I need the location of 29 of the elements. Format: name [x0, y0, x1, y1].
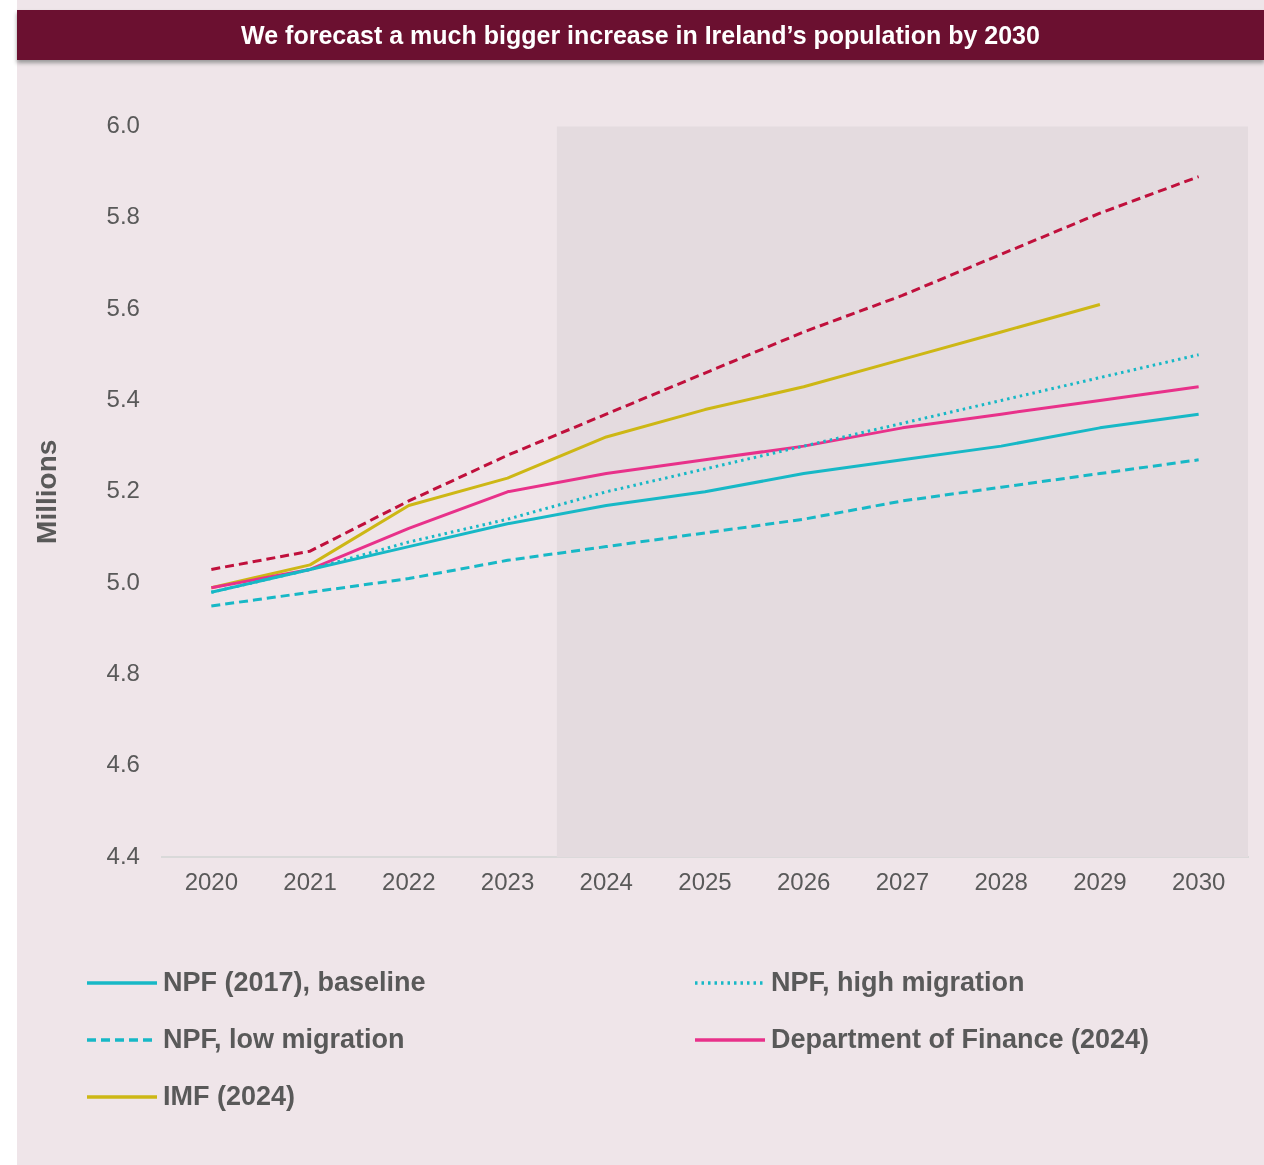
- line-series: [209, 458, 1201, 608]
- y-axis-title: Millions: [30, 439, 62, 544]
- y-tick-label: 5.0: [106, 567, 140, 595]
- y-tick-label: 5.8: [106, 202, 140, 230]
- x-tick-label: 2030: [1171, 868, 1226, 896]
- x-tick-label: 2026: [777, 868, 831, 896]
- legend-label: Department of Finance (2024): [771, 1024, 1150, 1055]
- y-tick-label: 4.8: [106, 659, 140, 687]
- x-tick-label: 2021: [283, 868, 337, 896]
- x-tick-label: 2029: [1073, 868, 1127, 896]
- x-tick-label: 2027: [875, 868, 930, 896]
- legend-label: IMF (2024): [163, 1081, 296, 1112]
- x-tick-label: 2020: [184, 868, 239, 896]
- x-tick-label: 2028: [974, 868, 1028, 896]
- legend-label: NPF, low migration: [163, 1024, 405, 1055]
- y-tick-label: 4.6: [106, 750, 140, 778]
- x-tick-label: 2024: [579, 868, 633, 896]
- chart-title: We forecast a much bigger increase in Ireland’s population by 2030: [17, 10, 1264, 60]
- y-tick-label: 5.2: [106, 476, 140, 504]
- line-series: [209, 175, 1201, 571]
- x-tick-label: 2025: [678, 868, 732, 896]
- legend-label: NPF (2017), baseline: [163, 967, 426, 998]
- y-tick-label: 5.6: [106, 293, 140, 321]
- y-tick-label: 4.4: [106, 841, 140, 869]
- y-tick-label: 5.4: [106, 385, 140, 413]
- x-tick-label: 2023: [480, 868, 535, 896]
- legend-label: NPF, high migration: [771, 967, 1025, 998]
- x-tick-label: 2022: [382, 868, 436, 896]
- y-tick-label: 6.0: [106, 111, 140, 139]
